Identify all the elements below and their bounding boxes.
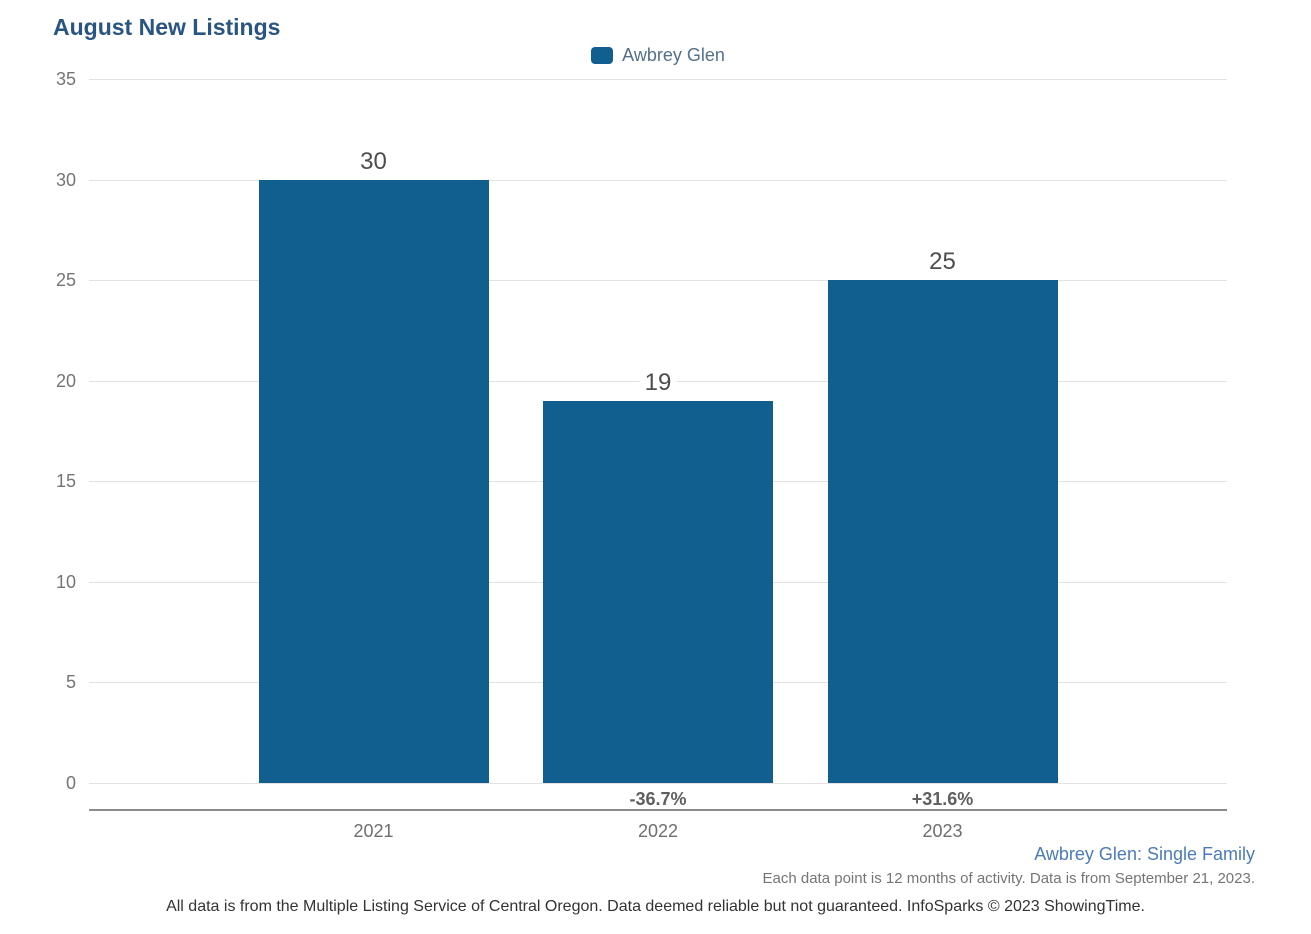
y-tick-label-35: 35: [55, 69, 76, 89]
pct-change-label-2022: -36.7%: [629, 789, 687, 809]
bar-2022[interactable]: [543, 400, 773, 783]
data-note: Each data point is 12 months of activity…: [762, 870, 1255, 887]
x-axis-line: [89, 809, 1227, 811]
x-tick-label-2021: 2021: [353, 821, 394, 841]
y-tick-label-30: 30: [55, 169, 76, 190]
bar-2021[interactable]: [258, 179, 489, 783]
gridline-y-0: [89, 783, 1227, 784]
y-tick-label-0: 0: [65, 773, 76, 793]
y-tick-label-20: 20: [55, 370, 76, 391]
bar-value-label-2022: 19: [639, 368, 677, 397]
plot-area: 30 19 25: [89, 79, 1227, 784]
y-tick-label-25: 25: [55, 270, 76, 291]
bar-value-label-2023: 25: [924, 248, 961, 277]
gridline-y-30: [89, 179, 1227, 181]
x-tick-label-2023: 2023: [922, 821, 963, 841]
disclaimer: All data is from the Multiple Listing Se…: [166, 898, 1145, 915]
bar-value-label-2021: 30: [355, 147, 392, 176]
pct-change-label-2023: +31.6%: [911, 789, 974, 809]
y-tick-label-10: 10: [55, 571, 76, 592]
x-tick-label-2022: 2022: [637, 821, 679, 841]
y-tick-label-5: 5: [65, 672, 76, 693]
series-note: Awbrey Glen: Single Family: [1034, 844, 1255, 864]
chart-title: August New Listings: [53, 14, 281, 40]
gridline-y-35: [89, 79, 1227, 80]
legend-label: Awbrey Glen: [622, 45, 725, 65]
bar-2023[interactable]: [827, 280, 1058, 783]
legend: Awbrey Glen: [89, 45, 1227, 66]
gridline-y-25: [89, 280, 1227, 282]
legend-swatch-icon: [591, 47, 614, 64]
y-tick-label-15: 15: [55, 471, 76, 492]
